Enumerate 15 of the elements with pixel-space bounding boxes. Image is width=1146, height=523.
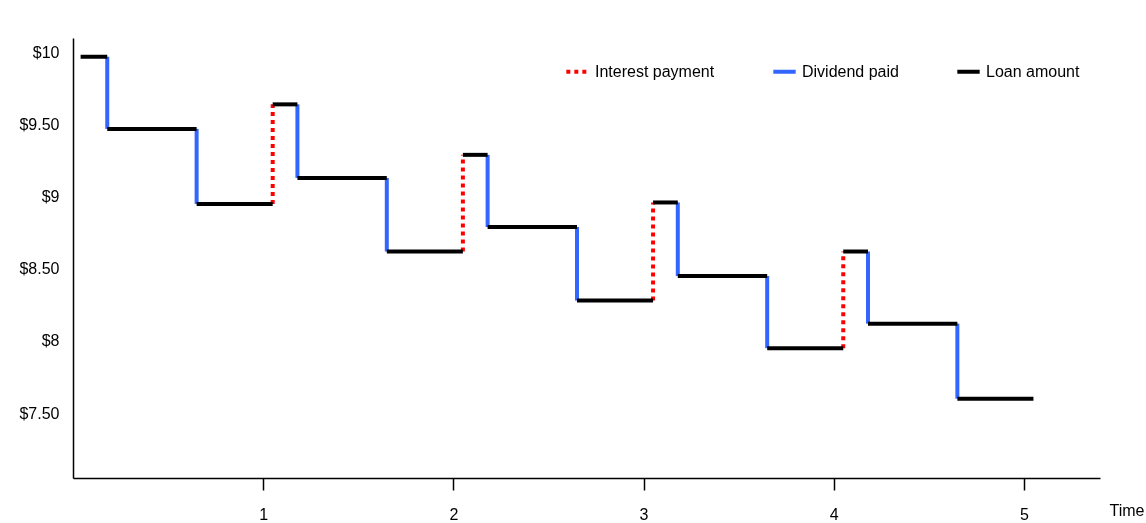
legend-label: Loan amount xyxy=(986,62,1080,80)
legend-label: Dividend paid xyxy=(802,62,899,80)
x-tick-label: 3 xyxy=(639,505,649,523)
x-axis-title: Time xyxy=(1109,501,1145,519)
legend-label: Interest payment xyxy=(595,62,715,80)
y-tick-label: $8.50 xyxy=(19,260,60,278)
y-tick-label: $7.50 xyxy=(19,404,60,422)
x-tick-label: 5 xyxy=(1019,505,1029,523)
x-tick-label: 1 xyxy=(259,505,269,523)
y-tick-label: $10 xyxy=(32,43,60,61)
y-tick-label: $9 xyxy=(41,188,60,206)
y-tick-label: $8 xyxy=(41,332,60,350)
x-tick-label: 2 xyxy=(449,505,459,523)
x-tick-label: 4 xyxy=(829,505,839,523)
y-tick-label: $9.50 xyxy=(19,116,60,134)
